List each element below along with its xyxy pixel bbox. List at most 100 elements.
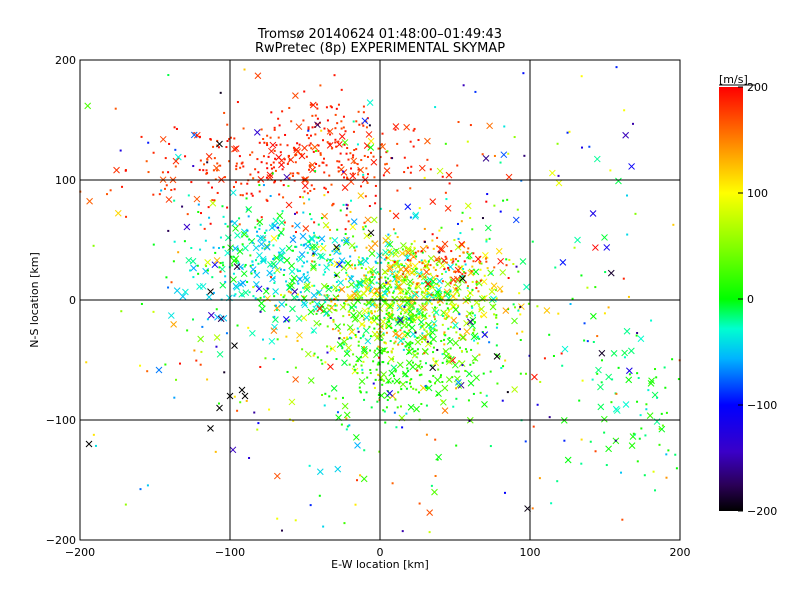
data-point-cross	[427, 255, 435, 262]
data-point	[410, 242, 413, 245]
data-point	[421, 311, 424, 314]
data-point	[306, 134, 309, 137]
data-point	[346, 177, 349, 180]
data-point	[480, 262, 483, 265]
data-point	[445, 261, 448, 264]
data-point	[246, 208, 249, 211]
data-point	[160, 189, 163, 192]
data-point	[507, 152, 510, 155]
data-point	[383, 258, 386, 261]
data-point-cross	[444, 280, 452, 288]
data-point	[405, 412, 408, 415]
data-point-cross	[268, 337, 276, 345]
data-point	[365, 286, 368, 289]
data-point	[311, 114, 314, 117]
data-point	[626, 194, 629, 197]
data-point	[484, 326, 487, 329]
data-point	[266, 199, 269, 202]
data-point	[621, 518, 624, 521]
data-point-cross	[396, 361, 404, 369]
data-point-cross	[429, 364, 437, 372]
data-point-cross	[473, 299, 481, 306]
data-point-cross	[301, 144, 308, 152]
data-point-cross	[412, 213, 419, 220]
data-point-cross	[173, 287, 181, 294]
data-point	[656, 396, 659, 399]
data-point	[385, 326, 388, 329]
data-point	[412, 129, 415, 132]
data-point-cross	[441, 240, 449, 248]
data-point	[283, 268, 286, 271]
data-point	[451, 261, 454, 264]
data-point	[272, 161, 275, 164]
data-point	[249, 173, 252, 176]
data-point	[353, 161, 356, 164]
data-point	[322, 139, 325, 142]
data-point	[223, 371, 226, 374]
data-point	[430, 302, 433, 305]
data-point	[343, 302, 346, 305]
data-point	[236, 324, 239, 327]
data-point	[294, 245, 297, 248]
data-point	[335, 289, 338, 292]
data-point	[479, 279, 482, 282]
data-point	[203, 163, 206, 166]
data-point	[457, 304, 460, 307]
data-point	[235, 181, 238, 184]
data-point-cross-black	[216, 140, 223, 148]
data-point-cross	[310, 291, 318, 299]
data-point	[436, 348, 439, 351]
data-point	[158, 193, 161, 196]
data-point	[245, 399, 248, 402]
data-point	[385, 280, 388, 283]
data-point-cross	[385, 322, 393, 330]
data-point	[416, 291, 419, 294]
data-point	[329, 258, 332, 261]
data-point	[472, 260, 475, 263]
data-point	[210, 186, 213, 189]
data-point	[311, 284, 314, 287]
data-point-cross	[466, 318, 474, 326]
data-point-cross	[360, 475, 368, 483]
data-point	[408, 284, 411, 287]
data-point	[410, 264, 413, 267]
data-point	[283, 158, 286, 161]
data-point	[217, 146, 220, 149]
data-point	[383, 410, 386, 413]
data-point	[369, 270, 372, 273]
data-point	[323, 127, 326, 130]
data-point	[167, 286, 170, 289]
data-point	[323, 194, 326, 197]
data-point	[395, 276, 398, 279]
data-point	[345, 428, 348, 431]
data-point	[399, 405, 402, 408]
data-point	[359, 337, 362, 340]
data-point	[478, 262, 481, 265]
data-point	[466, 295, 469, 298]
data-point	[175, 127, 178, 130]
data-point-cross	[341, 338, 348, 346]
data-point	[436, 283, 439, 286]
data-point	[226, 123, 229, 126]
data-point-cross	[327, 257, 334, 265]
data-point	[228, 138, 231, 141]
data-point	[443, 317, 446, 320]
data-point-cross	[159, 135, 167, 143]
y-tick-label: 100	[55, 174, 76, 187]
data-point	[346, 204, 349, 207]
data-point	[429, 381, 432, 384]
data-point	[350, 337, 353, 340]
data-point	[368, 278, 371, 281]
data-point	[387, 362, 390, 365]
data-point	[357, 256, 360, 259]
data-point	[480, 315, 483, 318]
data-point	[471, 288, 474, 291]
data-point	[500, 366, 503, 369]
data-point-cross	[607, 269, 615, 277]
data-point-cross	[519, 258, 527, 265]
data-point-cross	[334, 465, 342, 473]
colorbar-tick-label: 0	[747, 293, 754, 306]
data-point	[222, 215, 225, 218]
data-point	[347, 303, 350, 306]
data-point	[427, 263, 430, 266]
